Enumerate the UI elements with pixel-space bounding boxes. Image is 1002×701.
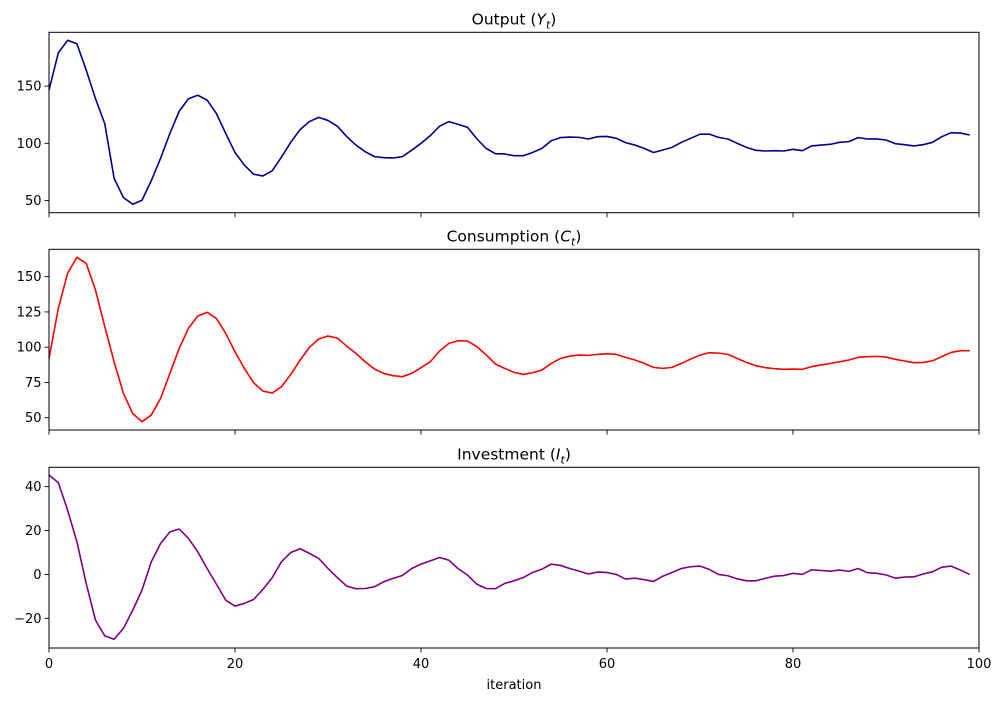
title-subscript: t — [560, 453, 565, 466]
title-subscript: t — [571, 235, 576, 248]
x-axis-label: iteration — [487, 678, 542, 693]
y-tick-label: 75 — [25, 376, 42, 391]
title-prefix: Output ( — [472, 10, 537, 28]
x-tick-label: 0 — [45, 657, 53, 672]
y-tick-label: 100 — [17, 341, 42, 356]
series-line — [48, 39, 970, 206]
x-tick-label: 100 — [967, 657, 992, 672]
axes-frame — [48, 248, 980, 431]
axes-frame — [48, 466, 980, 649]
title-subscript: t — [546, 18, 551, 31]
subplot-2: Consumption (Ct) 50 75 100 125 150 — [17, 227, 980, 435]
title-suffix: ) — [565, 445, 571, 463]
title-suffix: ) — [575, 227, 581, 245]
title-symbol: C — [560, 227, 571, 245]
series-line — [48, 474, 971, 641]
x-tick-label: 40 — [413, 657, 430, 672]
x-tick-label: 60 — [599, 657, 616, 672]
y-tick-label: 100 — [17, 137, 42, 152]
y-tick-label: 125 — [17, 305, 42, 320]
title-symbol: I — [556, 445, 561, 463]
y-tick-label: 50 — [25, 411, 42, 426]
y-tick-label: 0 — [33, 568, 41, 583]
axes-frame — [48, 31, 980, 214]
title-prefix: Investment ( — [457, 445, 556, 463]
subplot-3: Investment (It) −20 0 20 40 0 20 40 60 80 100 itera… — [14, 445, 991, 693]
x-tick-label: 20 — [227, 657, 244, 672]
y-tick-label: −20 — [14, 612, 41, 627]
series-line — [48, 256, 970, 423]
title-symbol: Y — [536, 10, 547, 28]
y-tick-label: 150 — [17, 80, 42, 95]
y-tick-label: 20 — [25, 524, 42, 539]
y-tick-label: 50 — [25, 194, 42, 209]
subplot-title: Investment (It) — [457, 445, 571, 466]
subplot-title: Consumption (Ct) — [447, 227, 582, 248]
y-tick-label: 150 — [17, 270, 42, 285]
subplot-1: Output (Yt) 50 100 150 — [17, 10, 980, 218]
subplot-title: Output (Yt) — [472, 10, 557, 31]
x-tick-label: 80 — [785, 657, 802, 672]
y-tick-label: 40 — [25, 480, 42, 495]
title-suffix: ) — [550, 10, 556, 28]
title-prefix: Consumption ( — [447, 227, 561, 245]
